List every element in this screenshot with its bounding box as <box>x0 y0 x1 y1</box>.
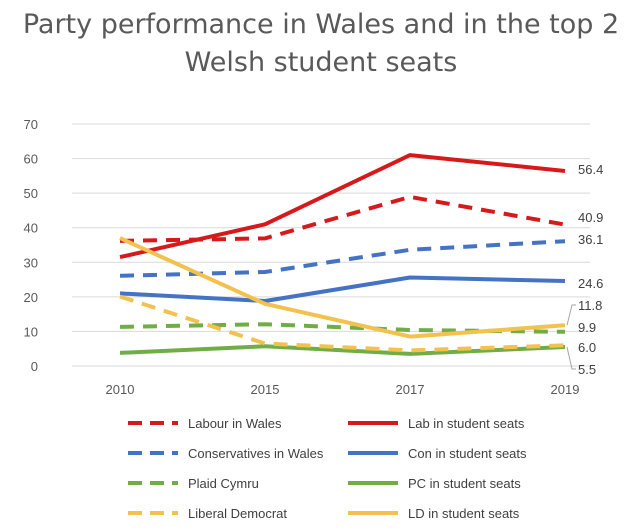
legend-swatch <box>348 511 398 515</box>
series-line-6 <box>119 294 566 353</box>
legend-label: Liberal Democrat <box>188 505 287 521</box>
legend-label: PC in student seats <box>408 475 521 491</box>
legend-swatch <box>348 481 398 485</box>
end-value-label: 9.9 <box>578 320 596 335</box>
end-value-label: 24.6 <box>578 276 603 291</box>
gridlines <box>72 123 590 367</box>
y-tick-label: 0 <box>31 359 38 374</box>
end-value-label: 6.0 <box>578 340 596 355</box>
legend-item: Lab in student seats <box>348 412 524 434</box>
legend-label: Conservatives in Wales <box>188 445 324 461</box>
legend-swatch <box>128 481 178 485</box>
chart-title-line-2: Welsh student seats <box>184 47 458 78</box>
series-line-5 <box>119 344 566 356</box>
x-axis-ticks: 2010 2015 2017 2019 <box>106 382 580 397</box>
legend-item: Conservatives in Wales <box>128 442 323 464</box>
legend-label: Plaid Cymru <box>188 475 259 491</box>
legend-swatch <box>128 421 178 425</box>
chart-title-line-1: Party performance in Wales and in the to… <box>22 9 620 40</box>
legend-label: Con in student seats <box>408 445 527 461</box>
y-tick-label: 50 <box>24 186 38 201</box>
chart-title: Party performance in Wales and in the to… <box>0 6 642 82</box>
y-tick-label: 20 <box>24 290 38 305</box>
end-value-label: 36.1 <box>578 232 603 247</box>
series-line-4 <box>119 322 566 334</box>
legend-label: LD in student seats <box>408 505 520 521</box>
data-labels: 40.9 56.4 36.1 24.6 9.9 5.5 6.0 11.8 <box>566 162 603 377</box>
y-tick-label: 40 <box>24 221 38 236</box>
series-line-0 <box>119 194 566 243</box>
legend-swatch <box>348 451 398 455</box>
legend-item: LD in student seats <box>348 502 519 524</box>
legend-item: Liberal Democrat <box>128 502 287 524</box>
legend-item: Labour in Wales <box>128 412 281 434</box>
legend-item: Plaid Cymru <box>128 472 259 494</box>
x-tick-label: 2015 <box>251 382 280 397</box>
y-tick-label: 60 <box>24 152 38 167</box>
end-value-label: 11.8 <box>578 298 602 313</box>
end-value-label: 40.9 <box>578 210 603 225</box>
x-tick-label: 2010 <box>106 382 135 397</box>
legend-label: Lab in student seats <box>408 415 525 431</box>
legend-swatch <box>348 421 398 425</box>
end-value-label: 5.5 <box>578 362 596 377</box>
y-tick-label: 70 <box>24 117 38 132</box>
legend-item: Con in student seats <box>348 442 527 464</box>
series-line-1 <box>119 153 566 260</box>
legend-swatch <box>128 511 178 515</box>
series-line-3 <box>119 275 566 303</box>
end-value-label: 56.4 <box>578 162 603 177</box>
y-tick-label: 30 <box>24 255 38 270</box>
label-leader-line <box>566 346 576 370</box>
series-lines <box>119 153 566 356</box>
series-line-7 <box>119 236 566 339</box>
legend-item: PC in student seats <box>348 472 521 494</box>
y-tick-label: 10 <box>24 324 38 339</box>
x-tick-label: 2017 <box>396 382 425 397</box>
legend-swatch <box>128 451 178 455</box>
x-tick-label: 2019 <box>551 382 580 397</box>
y-axis-ticks: 0 10 20 30 40 50 60 70 <box>24 117 38 374</box>
series-line-2 <box>119 239 566 278</box>
label-leader-line <box>566 304 576 326</box>
legend-label: Labour in Wales <box>188 415 282 431</box>
